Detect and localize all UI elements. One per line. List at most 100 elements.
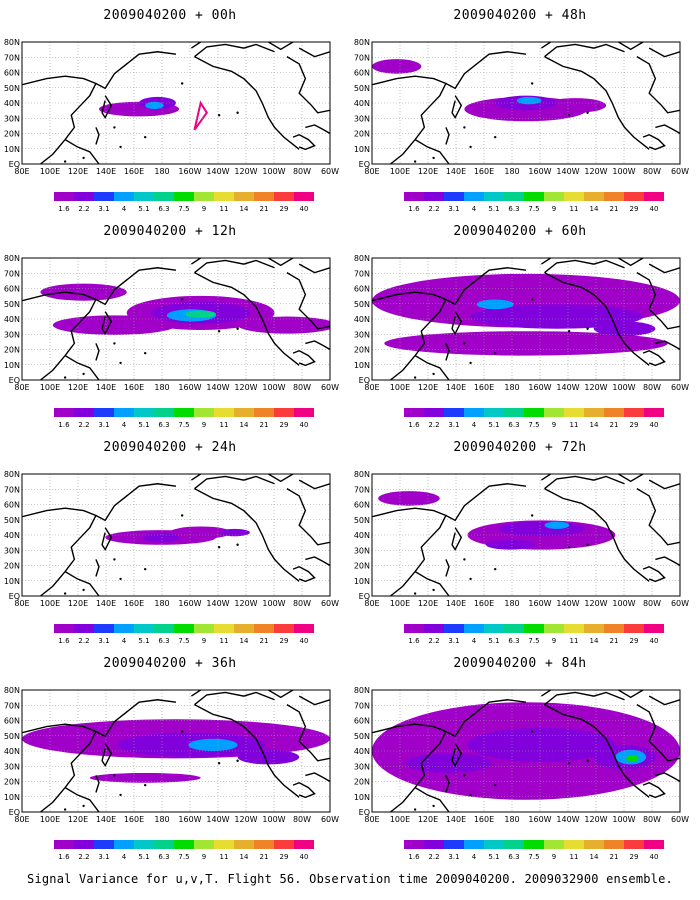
colorbar-swatch [544, 624, 564, 633]
lat-lon-grid [372, 474, 680, 596]
lat-tick-label: 80N [4, 38, 20, 47]
lon-tick-label: 160W [178, 599, 201, 608]
lat-tick-label: 60N [4, 69, 20, 78]
colorbar-swatch [524, 624, 544, 633]
colorbar-swatch [504, 408, 524, 417]
colorbar-label: 3.1 [98, 853, 109, 861]
colorbar-label: 7.5 [178, 637, 189, 645]
lon-tick-label: 120W [234, 383, 257, 392]
colorbar-swatch [254, 624, 274, 633]
colorbar-swatch [294, 408, 314, 417]
colorbar-label: 9 [202, 853, 206, 861]
lon-tick-label: 180 [154, 383, 169, 392]
lon-tick-label: 80W [293, 599, 311, 608]
variance-field [372, 273, 680, 356]
variance-contour [372, 59, 422, 74]
lon-tick-label: 100E [390, 383, 410, 392]
colorbar-swatch [54, 192, 74, 201]
lat-tick-label: 70N [4, 701, 20, 710]
colorbar-label: 29 [280, 205, 289, 213]
colorbar-swatch [54, 624, 74, 633]
lat-tick-label: 60N [354, 717, 370, 726]
colorbar-label: 5.1 [488, 853, 499, 861]
colorbar-swatch [404, 408, 424, 417]
colorbar-label: 4 [472, 205, 477, 213]
lon-tick-label: 120E [418, 815, 438, 824]
colorbar-label: 11 [570, 205, 579, 213]
lat-tick-label: 30N [354, 330, 370, 339]
colorbar-label: 9 [202, 637, 206, 645]
colorbar-label: 7.5 [528, 205, 539, 213]
colorbar-label: 14 [240, 637, 249, 645]
variance-contour [89, 772, 201, 783]
colorbar-label: 11 [220, 205, 229, 213]
lon-tick-label: 60W [671, 167, 689, 176]
lon-tick-label: 100W [612, 815, 635, 824]
colorbar-swatch [604, 192, 624, 201]
variance-contour [145, 101, 164, 110]
colorbar-swatch [564, 840, 584, 849]
lat-lon-grid [372, 42, 680, 164]
lat-tick-label: 60N [354, 501, 370, 510]
lat-tick-label: 40N [354, 99, 370, 108]
colorbar-swatch [54, 840, 74, 849]
panel-title: 2009040200 + 00h [103, 8, 237, 23]
colorbar-label: 11 [220, 853, 229, 861]
colorbar-swatch [134, 192, 154, 201]
lon-tick-label: 140E [446, 167, 466, 176]
lon-tick-label: 80W [293, 383, 311, 392]
lon-tick-label: 120E [418, 167, 438, 176]
colorbar-label: 6.3 [508, 637, 519, 645]
lat-tick-label: 20N [4, 346, 20, 355]
colorbar-label: 2.2 [428, 205, 439, 213]
figure-caption: Signal Variance for u,v,T. Flight 56. Ob… [27, 872, 673, 886]
coastlines [372, 474, 680, 596]
lon-tick-label: 140W [206, 815, 229, 824]
lat-tick-label: 30N [4, 762, 20, 771]
colorbar-swatch [444, 192, 464, 201]
colorbar-swatch [174, 408, 194, 417]
lat-tick-label: 80N [354, 38, 370, 47]
colorbar-swatch [464, 408, 484, 417]
variance-contour [405, 753, 493, 773]
lat-tick-label: 80N [4, 254, 20, 263]
lon-tick-label: 180 [154, 815, 169, 824]
lon-tick-label: 180 [154, 599, 169, 608]
colorbar-swatch [464, 624, 484, 633]
colorbar-swatch [484, 192, 504, 201]
panel-title: 2009040200 + 60h [453, 224, 587, 239]
colorbar-swatch [444, 624, 464, 633]
lat-tick-label: 80N [354, 254, 370, 263]
variance-contour [467, 727, 616, 762]
colorbar-label: 14 [590, 853, 599, 861]
colorbar-label: 2.2 [428, 421, 439, 429]
lon-tick-label: 140W [206, 383, 229, 392]
colorbar-label: 3.1 [448, 853, 459, 861]
colorbar-swatch [114, 408, 134, 417]
lat-lon-grid [22, 42, 330, 164]
colorbar-swatch [564, 192, 584, 201]
lon-tick-label: 60W [321, 599, 339, 608]
variance-contour [516, 96, 542, 105]
colorbar-swatch [624, 840, 644, 849]
colorbar: 1.6 2.2 3.1 4 5.1 6.3 7.5 9 11 14 21 29 40 [404, 624, 664, 645]
variance-contour [593, 321, 656, 337]
colorbar-swatch [214, 624, 234, 633]
colorbar-swatch [624, 192, 644, 201]
variance-field [372, 59, 607, 122]
variance-contour [476, 299, 514, 310]
lon-tick-label: 80W [293, 815, 311, 824]
lon-tick-label: 140E [96, 383, 116, 392]
colorbar-label: 5.1 [488, 637, 499, 645]
colorbar-label: 29 [630, 421, 639, 429]
colorbar-swatch [234, 192, 254, 201]
colorbar-swatch [424, 840, 444, 849]
variance-contour [498, 521, 585, 537]
lon-tick-label: 120E [68, 815, 88, 824]
colorbar-swatch [504, 840, 524, 849]
colorbar-swatch [424, 624, 444, 633]
lon-tick-label: 120W [584, 167, 607, 176]
